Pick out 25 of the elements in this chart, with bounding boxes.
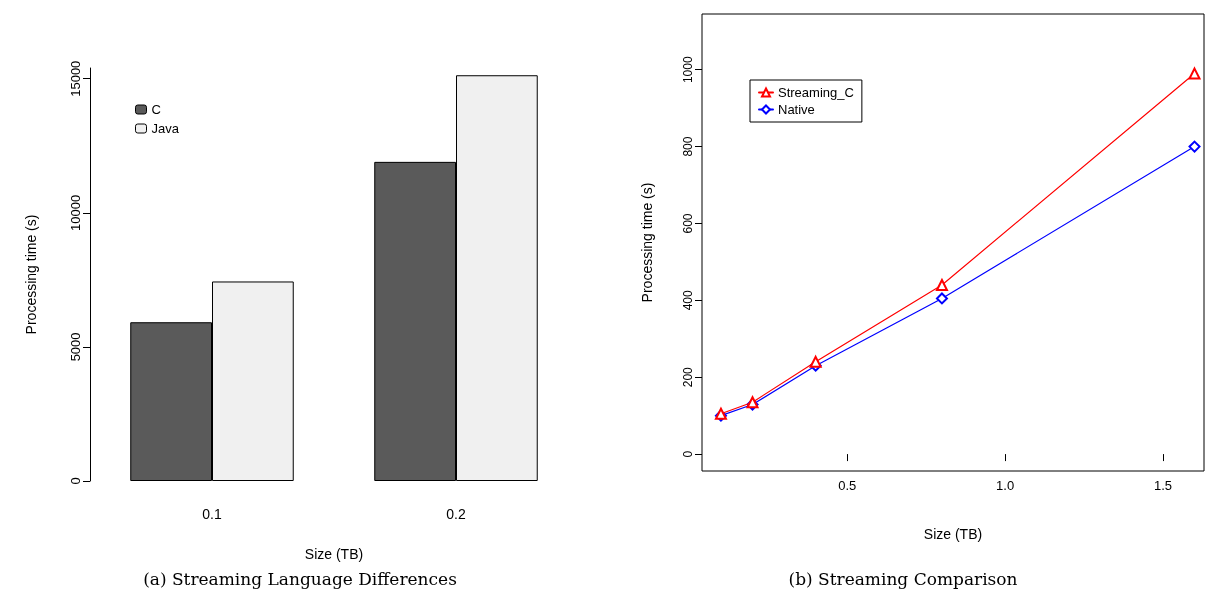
y-tick-label: 400 [681, 290, 695, 311]
legend-label: Native [778, 102, 815, 117]
y-tick-label: 200 [681, 366, 695, 388]
text: (b) Streaming Comparison [788, 568, 1018, 589]
x-tick-label: 1.5 [1153, 478, 1172, 493]
legend-label: C [151, 102, 161, 117]
x-tick-label: 1.0 [996, 478, 1015, 493]
y-axis-title: Processing time (s) [639, 182, 655, 303]
y-tick-label: 1000 [681, 56, 695, 84]
legend-label: Java [151, 121, 180, 136]
x-tick-label: 0.2 [446, 506, 466, 522]
y-tick-label: 0 [68, 477, 83, 485]
x-tick-label: 0.1 [202, 506, 222, 522]
x-axis-title: Size (TB) [304, 546, 364, 562]
y-tick-label: 10000 [68, 194, 83, 231]
x-axis-title: Size (TB) [923, 526, 983, 542]
y-tick-label: 800 [681, 136, 695, 157]
x-tick-label: 0.5 [838, 478, 857, 493]
y-tick-label: 600 [681, 213, 695, 234]
y-tick-label: 15000 [68, 60, 83, 97]
y-axis-title: Processing time (s) [23, 214, 39, 335]
text: (a) Streaming Language Differences [143, 568, 457, 589]
legend-label: Streaming_C [778, 85, 854, 100]
y-tick-label: 5000 [68, 332, 83, 362]
y-tick-label: 0 [681, 450, 695, 458]
